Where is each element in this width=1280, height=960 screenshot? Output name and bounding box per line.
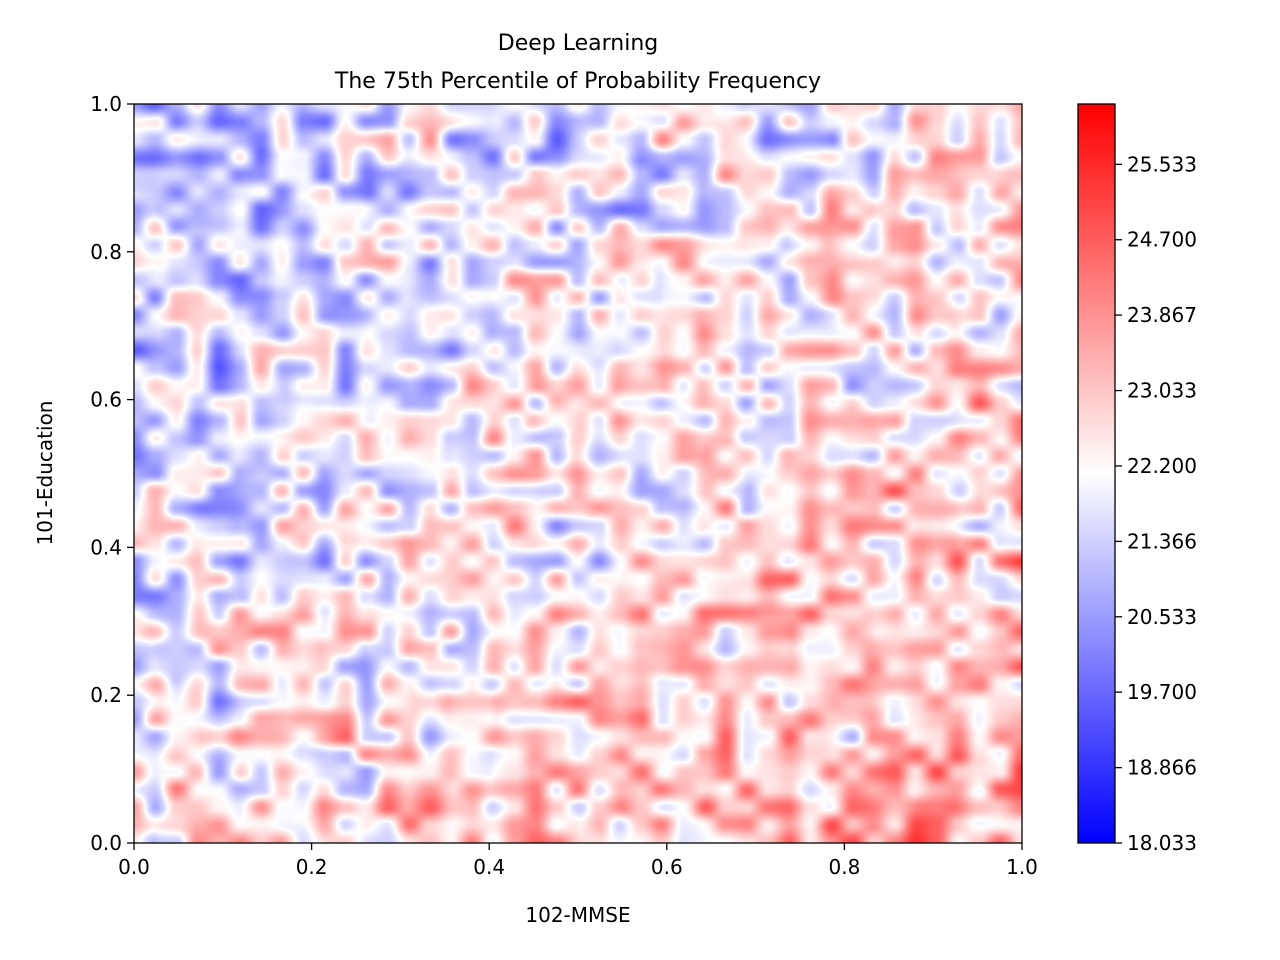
colorbar-tick-label: 18.033	[1127, 831, 1197, 855]
colorbar-frame	[1077, 103, 1116, 844]
x-axis-ticks: 0.0 0.2 0.4 0.6 0.8 1.0	[118, 843, 1038, 879]
colorbar-ticks: 18.033 18.866 19.700 20.533 21.366 22.200 23.0…	[1115, 152, 1197, 855]
x-axis-label: 102-MMSE	[525, 903, 630, 927]
colorbar-tick-label: 24.700	[1127, 228, 1197, 252]
y-tick-label: 0.6	[90, 388, 122, 412]
y-axis-ticks: 0.0 0.2 0.4 0.6 0.8 1.0	[90, 92, 134, 855]
x-tick-label: 1.0	[1006, 855, 1038, 879]
chart-subtitle: The 75th Percentile of Probability Frequ…	[334, 69, 821, 94]
colorbar-tick-label: 25.533	[1127, 152, 1197, 176]
colorbar-tick-label: 20.533	[1127, 605, 1197, 629]
x-tick-label: 0.6	[651, 855, 683, 879]
colorbar-tick-label: 23.867	[1127, 303, 1197, 327]
chart-title: Deep Learning	[498, 31, 658, 56]
colorbar-gradient	[1078, 104, 1115, 843]
y-tick-label: 0.0	[90, 831, 122, 855]
colorbar-tick-label: 23.033	[1127, 379, 1197, 403]
heatmap-image	[134, 104, 1022, 843]
plot-frame	[133, 103, 1023, 844]
colorbar-tick-label: 21.366	[1127, 529, 1197, 553]
y-tick-label: 1.0	[90, 92, 122, 116]
y-tick-label: 0.4	[90, 535, 122, 559]
colorbar-tick-label: 18.866	[1127, 756, 1197, 780]
x-tick-label: 0.4	[473, 855, 505, 879]
colorbar-tick-label: 19.700	[1127, 680, 1197, 704]
x-tick-label: 0.2	[296, 855, 328, 879]
colorbar-tick-label: 22.200	[1127, 454, 1197, 478]
y-axis-label: 101-Education	[33, 401, 57, 546]
y-tick-label: 0.8	[90, 240, 122, 264]
y-tick-label: 0.2	[90, 683, 122, 707]
x-tick-label: 0.8	[828, 855, 860, 879]
x-tick-label: 0.0	[118, 855, 150, 879]
